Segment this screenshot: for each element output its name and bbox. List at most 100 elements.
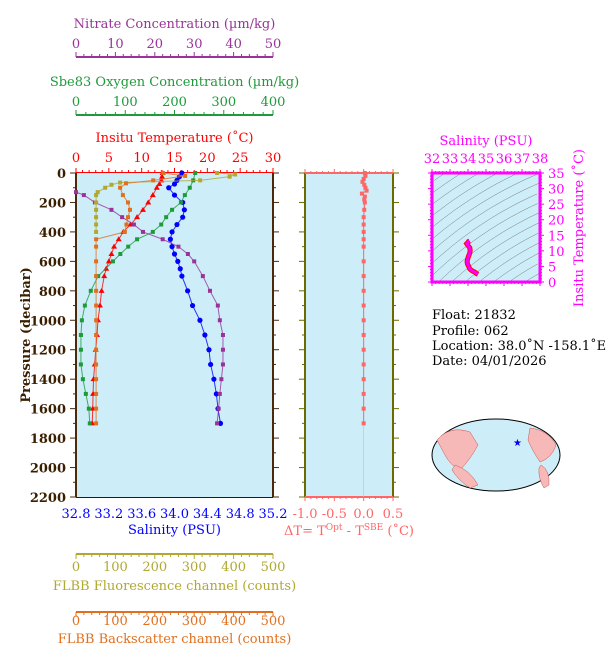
delta-point — [361, 215, 366, 220]
nitrate-point — [207, 288, 212, 293]
density-isoline — [432, 172, 480, 205]
nitrate-tick-label: 20 — [147, 37, 164, 52]
salinity-point — [181, 207, 187, 213]
date: Date: 04/01/2026 — [432, 354, 547, 369]
fluorescence-tick-label: 400 — [221, 560, 246, 575]
oxygen-point — [83, 391, 88, 396]
backscatter-point — [94, 259, 99, 264]
fluorescence-point — [95, 190, 100, 195]
delta-tick-label: -0.5 — [322, 507, 347, 522]
density-isoline — [433, 203, 538, 275]
salinity-point — [174, 177, 180, 183]
oxygen-point — [88, 288, 93, 293]
temperature-point — [111, 243, 118, 249]
temperature-point — [145, 199, 152, 205]
ts-y-tick-label: 35 — [548, 167, 565, 182]
ts-y-tick-label: 5 — [548, 260, 556, 275]
ts-x-tick-label: 35 — [478, 152, 495, 167]
temperature-point — [98, 287, 105, 293]
backscatter-point — [151, 178, 156, 183]
ts-x-tick-label: 32 — [424, 152, 441, 167]
pressure-tick-label: 1400 — [30, 373, 66, 388]
delta-point — [359, 191, 364, 196]
delta-point — [361, 288, 366, 293]
temperature-point — [153, 184, 160, 190]
delta-point — [362, 197, 367, 202]
salinity-point — [208, 361, 214, 368]
pressure-tick-label: 200 — [39, 196, 66, 211]
salinity-point — [202, 332, 208, 338]
map-land-south-america — [538, 464, 550, 489]
delta-point — [361, 303, 366, 308]
fluorescence-point — [103, 185, 108, 190]
salinity-tick-label: 34.0 — [160, 507, 189, 522]
ts-curve — [464, 239, 479, 276]
backscatter-point — [126, 215, 131, 220]
map-land-australia — [451, 464, 479, 489]
delta-point — [361, 377, 366, 382]
salinity-point — [171, 181, 178, 187]
backscatter-tick-label: 400 — [221, 614, 246, 629]
salinity-point — [177, 266, 183, 272]
oxygen-tick-label: 100 — [113, 95, 138, 110]
density-isoline — [480, 242, 540, 282]
oxygen-point — [126, 244, 131, 249]
oxygen-point — [80, 377, 85, 382]
ts-y-tick-label: 15 — [548, 229, 565, 244]
delta-t-plot: -1.0 -0.5 0.0 0.5ΔT= TOpt - TSBE (˚C) — [284, 169, 414, 539]
temperature-tick-label: 15 — [166, 151, 183, 166]
backscatter-tick-label: 100 — [103, 614, 128, 629]
fluorescence-point — [215, 171, 220, 175]
nitrate-tick-label: 10 — [107, 37, 124, 52]
density-isoline — [525, 272, 540, 282]
salinity-tick-label: 35.2 — [259, 507, 288, 522]
delta-axis-title-part: ΔT= T — [284, 524, 326, 539]
fluorescence-tick-label: 500 — [261, 560, 286, 575]
density-isoline — [509, 263, 538, 282]
backscatter-point — [122, 229, 127, 234]
fluorescence-tick-label: 0 — [72, 560, 80, 575]
temperature-point — [149, 192, 156, 198]
oxygen-tick-label: 200 — [162, 95, 187, 110]
backscatter-point — [124, 222, 129, 227]
salinity-point — [179, 273, 185, 279]
nitrate-tick-label: 50 — [265, 37, 282, 52]
backscatter-point — [94, 318, 99, 323]
nitrate-series — [74, 190, 225, 426]
temperature-point — [108, 251, 115, 256]
delta-point — [364, 188, 369, 193]
fluorescence-point — [94, 207, 99, 212]
backscatter-point — [126, 200, 131, 205]
fluorescence-axis-title: FLBB Fluorescence channel (counts) — [53, 579, 296, 594]
ts-x-tick-label: 36 — [496, 152, 513, 167]
density-isoline — [433, 182, 540, 251]
profile-number: Profile: 062 — [432, 324, 509, 339]
salinity-point — [169, 229, 175, 235]
nitrate-point — [220, 362, 225, 367]
delta-point — [363, 185, 368, 190]
fluorescence-point — [94, 229, 99, 234]
pressure-tick-label: 2000 — [30, 462, 66, 477]
delta-plot-background — [305, 173, 393, 497]
oxygen-point — [150, 229, 155, 234]
nitrate-point — [217, 391, 222, 396]
fluorescence-point — [118, 180, 123, 185]
oxygen-tick-label: 300 — [211, 95, 236, 110]
oxygen-tick-label: 400 — [261, 95, 286, 110]
nitrate-point — [120, 215, 125, 220]
temperature-point — [101, 273, 108, 279]
nitrate-point — [160, 237, 165, 242]
nitrate-point — [81, 193, 86, 198]
nitrate-point — [131, 222, 136, 227]
fluorescence-point — [233, 172, 238, 177]
salinity-point — [171, 251, 178, 257]
nitrate-point — [215, 421, 220, 426]
fluorescence-tick-label: 300 — [182, 560, 207, 575]
salinity-point — [211, 376, 217, 382]
salinity-tick-label: 33.6 — [127, 507, 156, 522]
fluorescence-point — [227, 174, 232, 179]
density-isoline — [434, 173, 444, 181]
backscatter-point — [118, 185, 123, 190]
pressure-tick-label: 1600 — [30, 403, 66, 418]
delta-point — [362, 207, 367, 212]
